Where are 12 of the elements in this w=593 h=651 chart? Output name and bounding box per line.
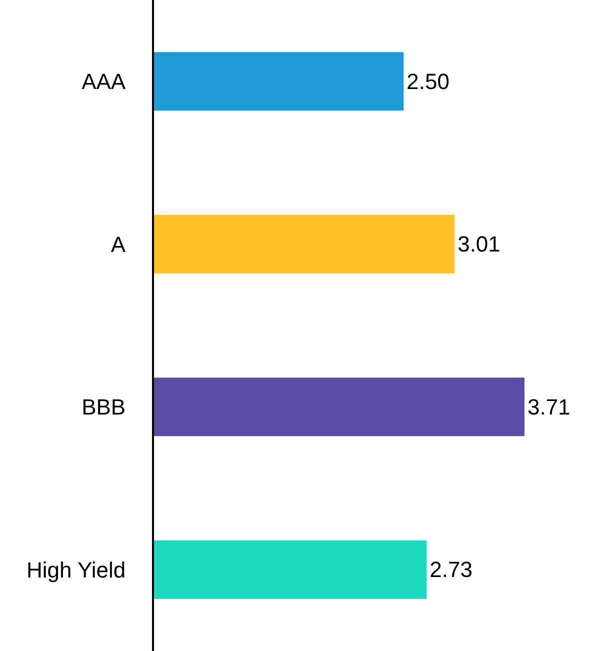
- bar: [154, 214, 455, 274]
- y-tick-label: High Yield: [26, 557, 126, 582]
- bar: [154, 378, 524, 436]
- data-label: 2.73: [430, 557, 472, 582]
- y-tick-label: AAA: [82, 69, 126, 94]
- y-tick-label: BBB: [82, 394, 126, 420]
- bar: [154, 52, 404, 111]
- data-label: 2.50: [406, 68, 450, 94]
- y-tick-label: A: [110, 232, 126, 257]
- bar: [154, 540, 427, 599]
- data-label: 3.01: [458, 232, 500, 257]
- data-label: 3.71: [527, 394, 570, 420]
